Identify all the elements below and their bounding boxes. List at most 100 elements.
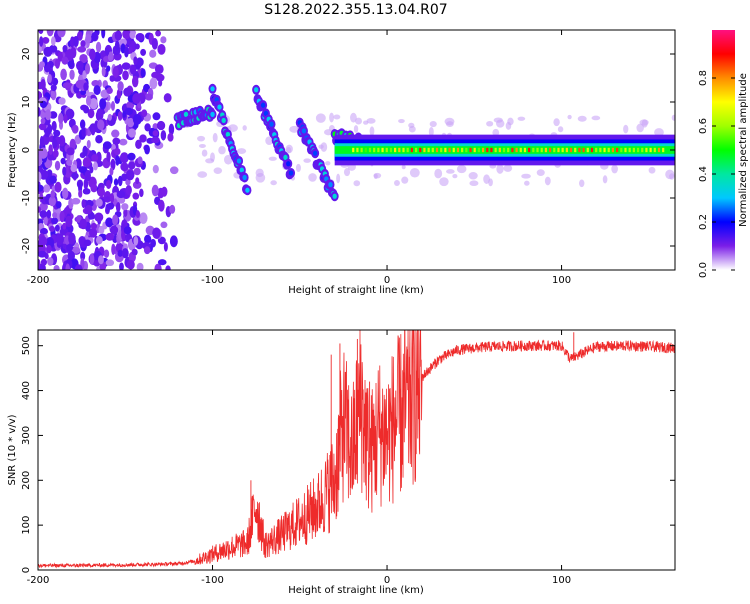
heatmap-cell [135,139,142,150]
carrier-cell [553,147,556,153]
heatmap-cell [152,123,159,130]
figure-title: S128.2022.355.13.04.R07 [264,2,447,18]
heatmap-cell [46,209,52,219]
heatmap-cell [127,117,135,128]
heatmap-cell [456,164,467,174]
heatmap-cell [154,64,164,75]
heatmap-cell [428,126,434,137]
heatmap-cell [38,236,48,246]
heatmap-cell [127,161,136,170]
heatmap-cell [320,142,328,152]
heatmap-cell [74,264,83,270]
heatmap-cell [60,157,66,165]
heatmap-cell [151,184,159,197]
heatmap-cell [110,100,115,111]
heatmap-cell [39,61,45,68]
carrier-cell [649,147,652,153]
heatmap-cell [53,265,60,270]
heatmap-cell [328,182,333,188]
heatmap-cell [112,214,119,226]
heatmap-cell [40,258,48,266]
carrier-cell [653,147,656,153]
carrier-cell [540,147,543,153]
heatmap-cell [44,130,50,138]
heatmap-cell [79,53,88,64]
heatmap-cell [46,30,54,37]
heatmap-cell [115,155,120,166]
heatmap-cell [71,197,81,205]
heatmap-cell [318,144,324,149]
heatmap-cell [125,178,131,186]
heatmap-cell [117,196,126,204]
heatmap-cell [48,225,55,232]
carrier-cell [595,147,598,153]
heatmap-cell [144,144,150,155]
heatmap-cell [82,188,91,195]
heatmap-cell [89,98,98,110]
heatmap-cell [265,136,274,145]
heatmap-cell [41,36,50,44]
heatmap-cell [139,134,147,143]
heatmap-cell [89,227,98,238]
heatmap-cell [132,192,140,200]
heatmap-cell [61,56,69,65]
heatmap-cell [120,162,129,172]
y-tick-label: -20 [21,238,32,254]
x-tick-label: -200 [27,575,50,586]
top-y-ticks: -20 -10 0 10 20 [21,48,675,254]
heatmap-cell [117,110,123,121]
heatmap-cell [183,111,189,117]
colorbar-tick-label: 0.6 [698,118,709,134]
y-tick-label: 0 [21,567,32,573]
heatmap-cell [409,168,420,178]
heatmap-cell [78,189,83,198]
y-tick-label: 400 [21,381,32,400]
carrier-cell [469,147,472,153]
heatmap-cell [54,35,62,43]
carrier-cell [498,147,501,153]
heatmap-cell [312,150,318,156]
heatmap-cell [212,132,218,143]
heatmap-cell [97,187,106,197]
heatmap-cell [83,239,92,247]
heatmap-cell [557,126,564,133]
heatmap-cell [83,82,89,91]
heatmap-cell [253,87,259,93]
heatmap-cell [39,202,48,212]
heatmap-cell [54,160,61,171]
heatmap-cell [57,30,66,38]
heatmap-cell [47,257,54,266]
heatmap-cell [197,135,206,142]
carrier-cell [528,147,531,153]
heatmap-cell [308,173,317,182]
heatmap-cell [353,125,359,133]
heatmap-cell [144,93,153,101]
heatmap-cell [51,120,57,132]
heatmap-cell [112,137,121,145]
heatmap-cell [51,36,56,46]
heatmap-cell [117,81,124,92]
heatmap-cell [54,58,60,69]
heatmap-cell [401,176,409,184]
heatmap-cell [101,66,106,77]
top-x-ticks: -200 -100 0 100 [27,30,571,286]
heatmap-cell [65,215,73,228]
heatmap-cell [163,93,172,103]
heatmap-cell [401,164,406,170]
heatmap-cell [79,218,87,230]
heatmap-cell [113,147,121,156]
heatmap-cell [114,40,120,51]
heatmap-cell [110,158,116,171]
heatmap-cell [65,108,75,120]
colorbar-tick-label: 0.4 [698,166,709,182]
heatmap-cell [50,84,57,92]
heatmap-cell [48,144,53,155]
x-tick-label: -100 [201,575,224,586]
heatmap-cell [503,164,513,172]
heatmap-cell [197,171,208,178]
y-tick-label: 20 [21,48,32,61]
carrier-cell [616,147,619,153]
snr-series-line [38,330,675,569]
heatmap-cell [131,248,138,255]
carrier-cell [641,147,644,153]
